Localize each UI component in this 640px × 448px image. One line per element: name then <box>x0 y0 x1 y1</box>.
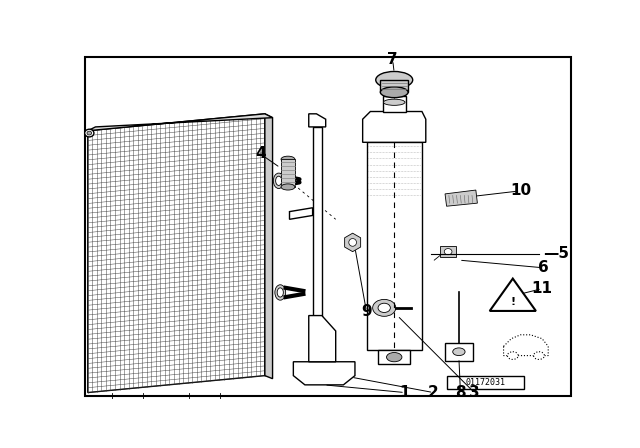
Ellipse shape <box>452 348 465 356</box>
Text: 9: 9 <box>361 304 372 319</box>
Bar <box>447 375 524 389</box>
Bar <box>383 96 406 112</box>
Polygon shape <box>344 233 361 252</box>
Ellipse shape <box>534 352 545 359</box>
Text: 7: 7 <box>387 52 398 67</box>
Ellipse shape <box>275 285 285 300</box>
Polygon shape <box>363 112 426 142</box>
Text: 8: 8 <box>455 385 466 400</box>
Polygon shape <box>445 190 477 206</box>
Ellipse shape <box>376 72 413 88</box>
Text: 11: 11 <box>532 281 552 296</box>
Text: 4: 4 <box>255 146 266 161</box>
Bar <box>281 159 295 187</box>
Polygon shape <box>265 114 273 379</box>
Polygon shape <box>88 114 265 392</box>
Ellipse shape <box>380 87 408 98</box>
Polygon shape <box>88 114 273 131</box>
Ellipse shape <box>281 156 295 162</box>
Polygon shape <box>293 362 355 385</box>
Ellipse shape <box>87 131 92 135</box>
Ellipse shape <box>349 238 356 246</box>
Bar <box>378 350 410 364</box>
Ellipse shape <box>281 184 295 190</box>
Ellipse shape <box>277 288 284 297</box>
Text: 2: 2 <box>428 385 439 400</box>
Ellipse shape <box>387 353 402 362</box>
Ellipse shape <box>383 99 405 105</box>
Polygon shape <box>490 279 536 311</box>
Text: 01172031: 01172031 <box>466 378 506 387</box>
Text: 1: 1 <box>400 385 410 400</box>
Ellipse shape <box>84 129 94 137</box>
Text: 3: 3 <box>469 385 479 400</box>
Bar <box>440 246 456 257</box>
Ellipse shape <box>273 173 284 189</box>
Bar <box>367 142 422 350</box>
Ellipse shape <box>378 303 390 313</box>
Polygon shape <box>289 208 312 220</box>
Ellipse shape <box>276 176 282 185</box>
Ellipse shape <box>508 352 518 359</box>
Text: 10: 10 <box>510 183 531 198</box>
Text: —5: —5 <box>543 246 570 262</box>
Polygon shape <box>308 114 326 127</box>
Bar <box>312 127 322 366</box>
Ellipse shape <box>444 249 452 255</box>
Polygon shape <box>308 315 336 362</box>
Polygon shape <box>504 335 548 356</box>
Bar <box>445 343 473 361</box>
Ellipse shape <box>372 299 396 316</box>
Text: !: ! <box>510 297 515 307</box>
Text: 6: 6 <box>538 260 549 276</box>
Bar <box>380 80 408 92</box>
